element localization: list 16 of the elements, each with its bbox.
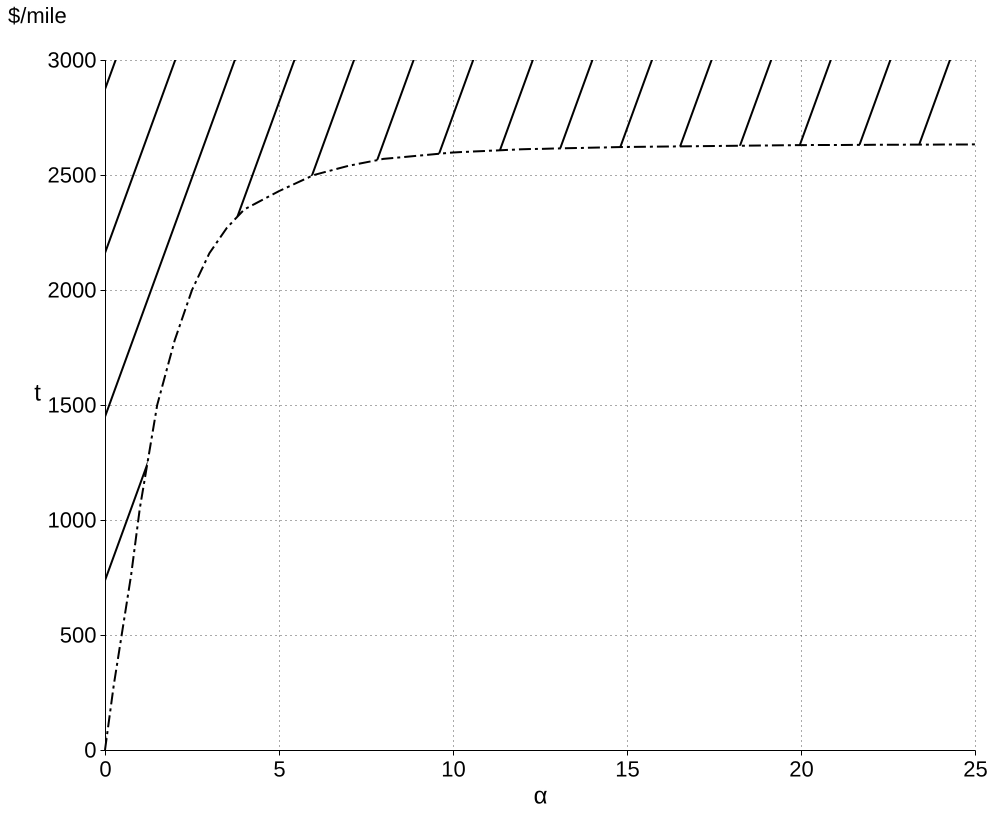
y-tick-label: 1500 — [48, 392, 96, 418]
y-axis-title: t — [34, 380, 42, 406]
y-tick-label: 500 — [60, 622, 96, 648]
y-tick-label: 1000 — [48, 508, 96, 532]
y-tick-label: 2000 — [48, 278, 96, 302]
x-tick-label: 10 — [441, 756, 466, 782]
y-tick-label: 0 — [84, 738, 96, 762]
y-tick-label: 3000 — [48, 48, 96, 72]
x-tick-label: 25 — [963, 756, 988, 782]
x-tick-label: 5 — [273, 756, 286, 782]
x-axis-title: α — [534, 782, 548, 810]
x-tick-label: 15 — [615, 756, 640, 782]
y-tick-label: 2500 — [48, 162, 96, 188]
x-tick-label: 0 — [99, 756, 112, 782]
text: $/mile — [8, 3, 67, 28]
x-tick-label: 20 — [789, 756, 814, 782]
